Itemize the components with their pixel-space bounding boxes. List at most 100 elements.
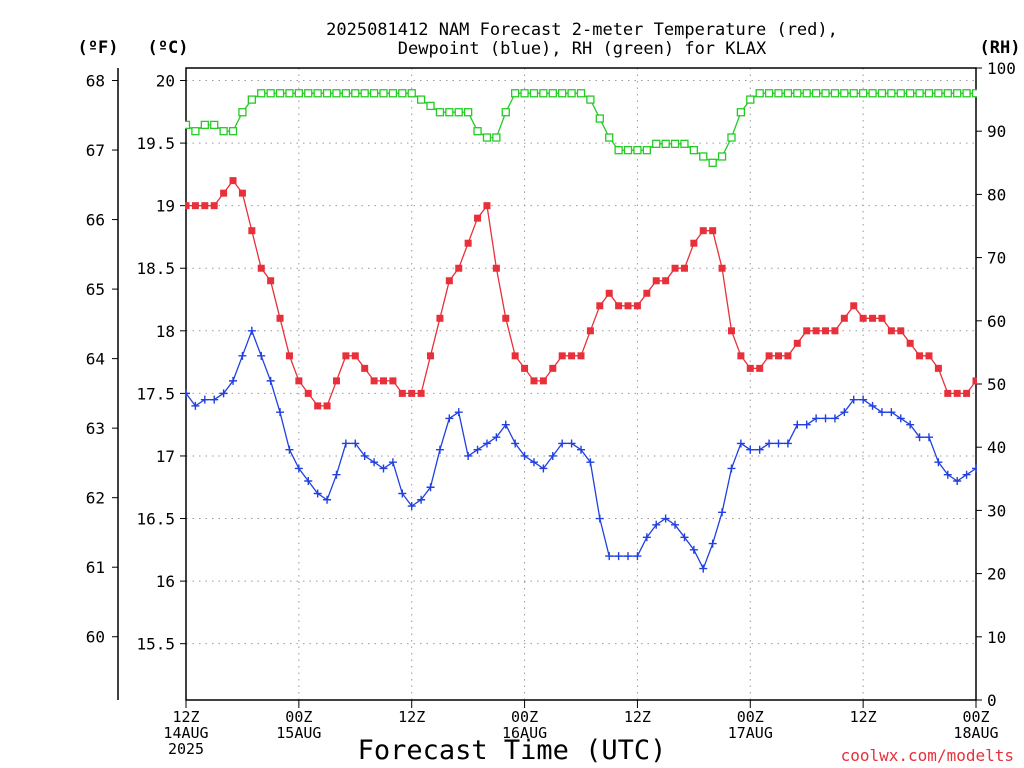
rh-point [398,89,407,98]
dewpoint-point [247,326,256,335]
temperature-point [380,377,387,385]
temperature-point [295,377,303,385]
rh-point [200,120,209,130]
dewpoint-point [727,464,736,473]
dewpoint-point [887,408,896,417]
temperature-point [746,364,754,372]
temperature-point [229,177,237,185]
rh-point [529,89,539,98]
series-rh [185,89,977,167]
dewpoint-point [276,408,285,417]
rh-tick-label: 80 [987,185,1006,204]
time-tick-label: 00Z [511,708,538,726]
rh-point [454,108,463,117]
dewpoint-point [285,445,294,454]
rh-tick-label: 20 [987,565,1006,584]
series-temperature [185,177,977,410]
fahrenheit-tick-label: 60 [86,628,105,647]
rh-point [210,120,219,130]
temperature-point [831,327,839,335]
dewpoint-point [755,445,764,454]
temperature-point [793,339,801,347]
rh-point [670,139,680,148]
dewpoint-point [558,439,567,448]
dewpoint-point [351,439,360,448]
dewpoint-point [492,433,501,442]
dewpoint-point [586,458,595,467]
time-tick-label: 15AUG [276,724,321,742]
dewpoint-point [708,539,717,548]
temperature-point [389,377,397,385]
time-tick-label: 18AUG [953,724,998,742]
temperature-point [680,264,688,272]
rh-point [746,95,755,104]
rh-point [266,89,275,98]
temperature-point [549,364,557,372]
temperature-point [238,189,246,197]
dewpoint-point [812,414,821,423]
dewpoint-point [652,520,661,529]
rh-axis: 0 10 20 30 40 50 60 70 80 90 100 [976,59,1016,710]
fahrenheit-tick-label: 67 [86,141,105,160]
rh-point [849,89,858,98]
rh-tick-label: 40 [987,438,1006,457]
rh-point [924,89,934,98]
temperature-point [436,314,444,322]
temperature-point [370,377,378,385]
rh-point [379,89,388,98]
rh-point [652,139,661,148]
rh-point [708,158,717,167]
dewpoint-point [906,420,915,429]
dewpoint-point [746,445,755,454]
time-tick-label: 14AUG [163,724,208,742]
rh-point [727,133,736,142]
rh-point [407,89,416,98]
dewpoint-point [783,439,792,448]
dewpoint-point [210,395,219,404]
dewpoint-point [915,433,924,442]
fahrenheit-tick-label: 66 [86,211,105,230]
dewpoint-point [718,508,727,517]
dewpoint-point [238,351,247,360]
rh-point [699,152,708,161]
temperature-point [455,264,463,272]
temperature-point [427,352,435,360]
rh-point [388,89,398,98]
dewpoint-point [765,439,774,448]
rh-tick-label: 70 [987,249,1006,268]
dewpoint-point [661,514,670,523]
rh-tick-label: 100 [987,59,1016,78]
celsius-tick-label: 18.5 [136,259,175,278]
x-axis-title: Forecast Time (UTC) [358,735,667,766]
rh-point [426,101,435,111]
rh-point [238,108,247,117]
temperature-point [718,264,726,272]
rh-point [285,89,294,98]
rh-point [247,95,256,104]
temperature-point [916,352,924,360]
rh-point [605,133,614,142]
series-dewpoint [185,326,977,573]
temperature-point [483,202,491,210]
temperature-point [906,339,914,347]
temperature-point [445,277,453,285]
rh-point [736,108,746,117]
dewpoint-point [191,401,200,410]
temperature-point [257,264,265,272]
temperature-point [408,389,416,397]
chart-gridlines [186,68,976,700]
rh-unit-label: (RH) [980,38,1021,58]
time-tick-label: 00Z [285,708,312,726]
temperature-point [492,264,500,272]
dewpoint-point [445,414,454,423]
temperature-point [464,239,472,247]
rh-point [322,89,332,98]
dewpoint-point [689,545,698,554]
celsius-tick-label: 19.5 [136,134,175,153]
celsius-axis: 15.5 16 16.5 17 17.5 18 18.5 19 19.5 20 [136,72,186,654]
chart-title-line-1: 2025081412 NAM Forecast 2-meter Temperat… [326,20,838,40]
rh-point [228,127,238,136]
temperature-point [775,352,782,360]
dewpoint-point [953,476,962,485]
